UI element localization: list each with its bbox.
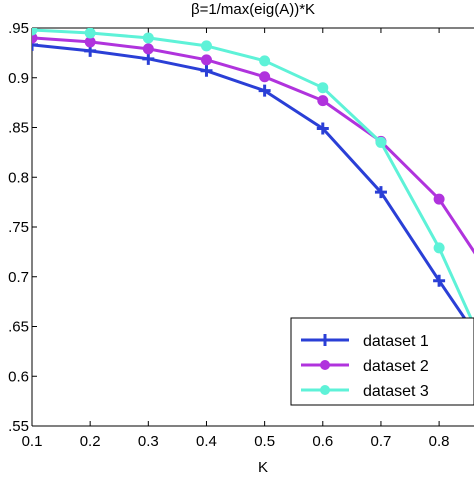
series-1-point bbox=[374, 186, 387, 199]
series-3-point bbox=[375, 136, 387, 148]
x-tick-label: 0.2 bbox=[80, 433, 101, 450]
series-3-point bbox=[259, 55, 271, 67]
y-tick-label: 0.9 bbox=[8, 70, 29, 87]
y-tick-label: .65 bbox=[8, 319, 29, 336]
legend-marker-3 bbox=[320, 385, 330, 395]
chart-title: β=1/max(eig(A))*K bbox=[191, 1, 315, 18]
series-3-point bbox=[32, 28, 38, 36]
y-tick-label: 0.8 bbox=[8, 169, 29, 186]
y-tick-label: 0.7 bbox=[8, 269, 29, 286]
series-3-point bbox=[142, 32, 154, 44]
series-3-point bbox=[84, 28, 96, 39]
series-1-point bbox=[258, 84, 271, 97]
series-2-point bbox=[142, 43, 154, 55]
x-axis-label: K bbox=[258, 459, 268, 474]
y-tick-label: 0.6 bbox=[8, 368, 29, 385]
y-tick-label: .55 bbox=[8, 418, 29, 435]
legend-label-3: dataset 3 bbox=[363, 383, 429, 400]
x-tick-label: 0.3 bbox=[138, 433, 159, 450]
y-tick-label: .95 bbox=[8, 20, 29, 37]
x-tick-label: 0.6 bbox=[312, 433, 333, 450]
x-tick-label: 0.1 bbox=[22, 433, 43, 450]
series-3-point bbox=[317, 82, 329, 94]
series-1-point bbox=[433, 274, 446, 287]
series-1-point bbox=[142, 52, 155, 65]
series-1-point bbox=[32, 38, 38, 51]
series-2-point bbox=[317, 95, 329, 107]
series-1-point bbox=[316, 122, 329, 135]
x-tick-label: 0.4 bbox=[196, 433, 217, 450]
series-2-point bbox=[32, 32, 38, 44]
x-tick-label: 0.8 bbox=[429, 433, 450, 450]
y-tick-label: .85 bbox=[8, 120, 29, 137]
series-2-point bbox=[200, 54, 212, 66]
series-1-point bbox=[200, 64, 213, 77]
series-2-point bbox=[433, 193, 445, 205]
series-3-point bbox=[433, 242, 445, 254]
legend-marker-2 bbox=[320, 360, 330, 370]
x-tick-label: 0.7 bbox=[371, 433, 392, 450]
series-3-point bbox=[200, 40, 212, 52]
x-tick-label: 0.5 bbox=[254, 433, 275, 450]
legend-marker-1 bbox=[319, 334, 331, 346]
y-tick-label: .75 bbox=[8, 219, 29, 236]
series-2-point bbox=[259, 71, 271, 83]
legend-label-1: dataset 1 bbox=[363, 333, 429, 350]
legend-label-2: dataset 2 bbox=[363, 358, 429, 375]
